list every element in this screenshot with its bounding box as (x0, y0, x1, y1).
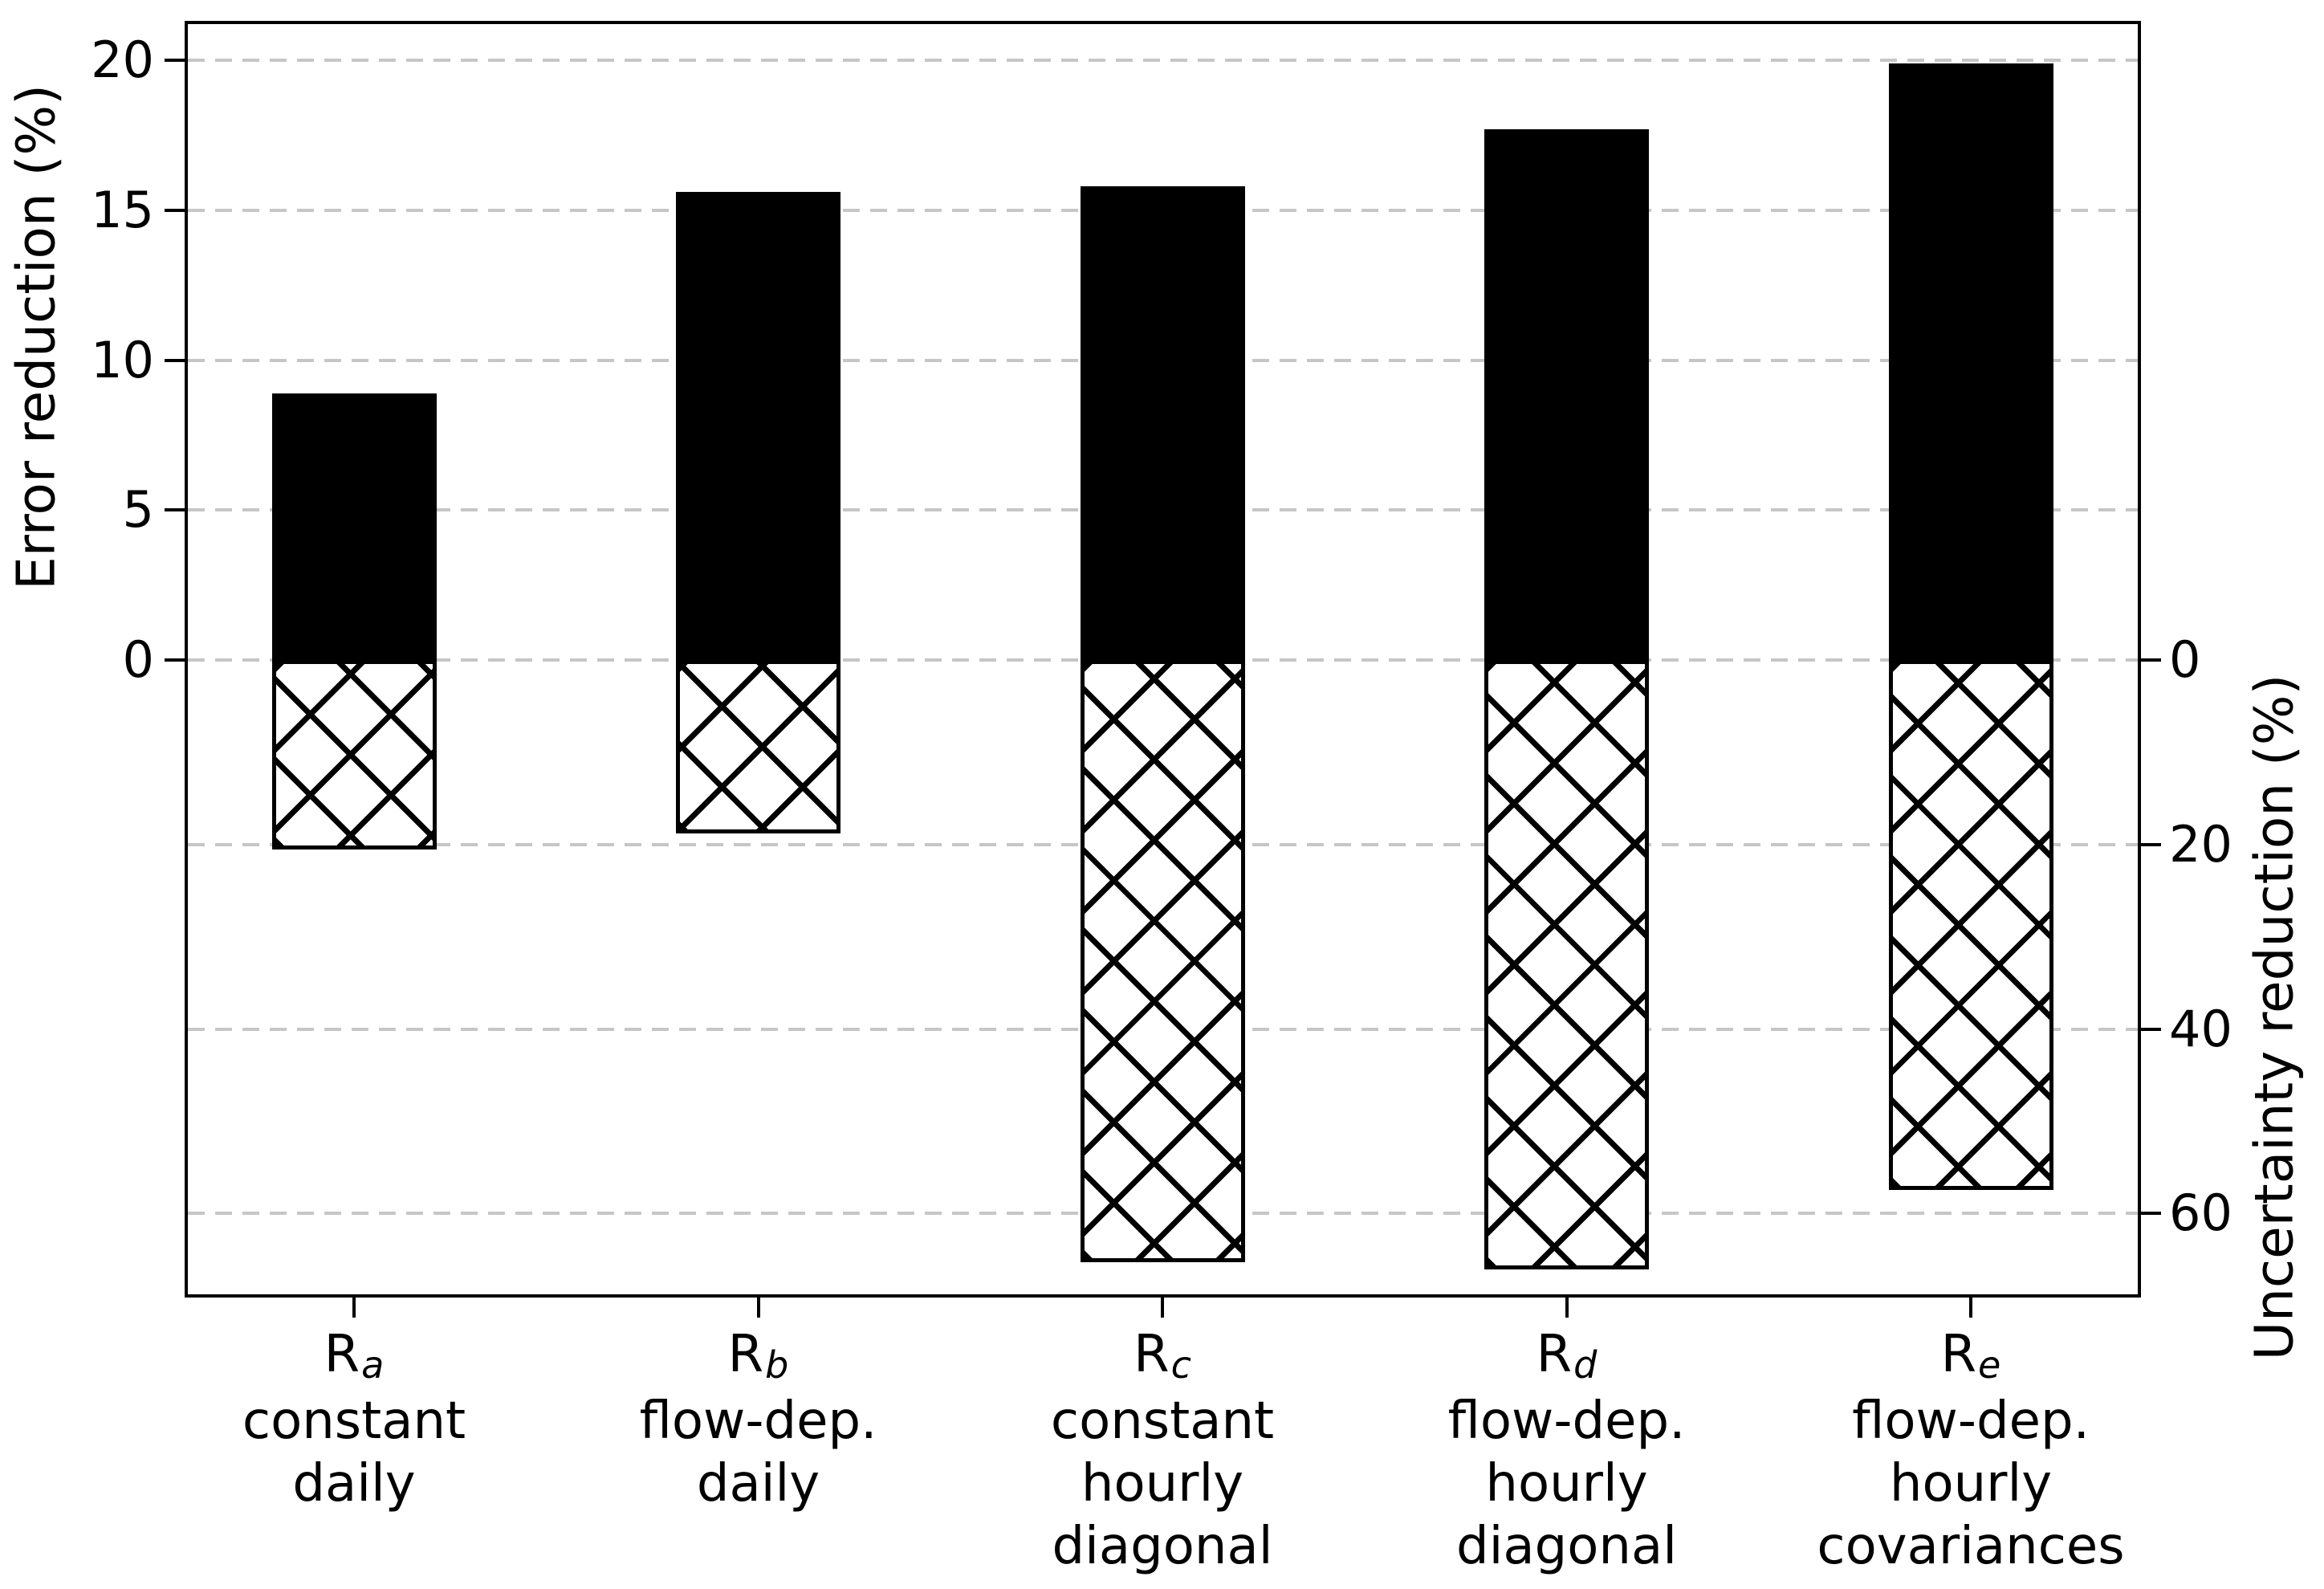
category-descriptor-line: constant (1050, 1391, 1275, 1451)
x-tick-label: Ra constant daily (242, 1323, 466, 1515)
right-tick-label: 0 (2169, 630, 2201, 689)
right-tick-label: 20 (2169, 814, 2232, 874)
category-symbol: Ra (324, 1325, 385, 1387)
uncertainty-bar (676, 660, 840, 833)
category-descriptor-line: flow-dep. (1447, 1391, 1686, 1451)
left-tick-label: 10 (91, 330, 154, 389)
x-tick-mark (352, 1298, 356, 1318)
x-tick-label: Re flow-dep. hourly covariances (1817, 1323, 2124, 1578)
left-tick-label: 5 (122, 480, 154, 540)
error-bar (1080, 185, 1245, 660)
category-symbol: Re (1940, 1325, 2001, 1387)
category-descriptor-line: hourly (1485, 1454, 1648, 1514)
plot-area (185, 21, 2141, 1298)
x-tick-label: Rc constant hourly diagonal (1051, 1323, 1274, 1578)
category-descriptor-line: constant (242, 1391, 466, 1451)
category-descriptor-line: hourly (1889, 1454, 2053, 1514)
category-descriptor-line: daily (292, 1454, 416, 1514)
category-descriptor-line: covariances (1817, 1517, 2125, 1576)
left-tick-label: 0 (122, 630, 154, 689)
plot-inner (188, 24, 2138, 1294)
uncertainty-bar (1080, 660, 1245, 1263)
y-axis-right-label: Uncertainty reduction (%) (2243, 674, 2306, 1361)
uncertainty-bar (1484, 660, 1649, 1270)
x-tick-label: Rd flow-dep. hourly diagonal (1448, 1323, 1686, 1578)
x-tick-mark (756, 1298, 760, 1318)
error-bar (271, 393, 437, 660)
error-bar (1888, 63, 2053, 660)
category-descriptor-line: flow-dep. (1852, 1391, 2090, 1451)
category-subscript: d (1573, 1343, 1597, 1387)
left-tick-mark (165, 358, 185, 362)
left-tick-mark (165, 208, 185, 212)
category-descriptor-line: diagonal (1052, 1517, 1273, 1576)
category-symbol: Rd (1536, 1325, 1597, 1387)
left-tick-label: 15 (91, 180, 154, 239)
left-tick-mark (165, 59, 185, 62)
right-tick-mark (2141, 1027, 2161, 1031)
left-tick-mark (165, 658, 185, 662)
right-tick-mark (2141, 658, 2161, 662)
x-tick-label: Rb flow-dep. daily (640, 1323, 877, 1515)
uncertainty-bar (271, 660, 437, 850)
category-symbol: Rc (1134, 1325, 1191, 1387)
gridline (188, 59, 2138, 62)
left-tick-label: 20 (91, 31, 154, 89)
category-subscript: e (1978, 1343, 2001, 1387)
right-tick-label: 60 (2169, 1184, 2232, 1243)
category-symbol: Rb (727, 1325, 789, 1387)
category-subscript: c (1170, 1343, 1191, 1387)
left-tick-mark (165, 508, 185, 512)
category-descriptor-line: flow-dep. (639, 1391, 877, 1451)
category-subscript: a (361, 1343, 385, 1387)
x-tick-mark (1161, 1298, 1164, 1318)
error-bar (676, 192, 840, 660)
x-tick-mark (1969, 1298, 1972, 1318)
right-tick-label: 40 (2169, 999, 2232, 1058)
category-descriptor-line: diagonal (1456, 1517, 1677, 1576)
right-tick-mark (2141, 1212, 2161, 1216)
category-descriptor-line: daily (696, 1454, 820, 1514)
x-tick-mark (1565, 1298, 1569, 1318)
uncertainty-bar (1888, 660, 2053, 1190)
category-subscript: b (765, 1343, 789, 1387)
category-descriptor-line: hourly (1081, 1454, 1244, 1514)
right-tick-mark (2141, 842, 2161, 846)
error-bar (1484, 128, 1649, 660)
